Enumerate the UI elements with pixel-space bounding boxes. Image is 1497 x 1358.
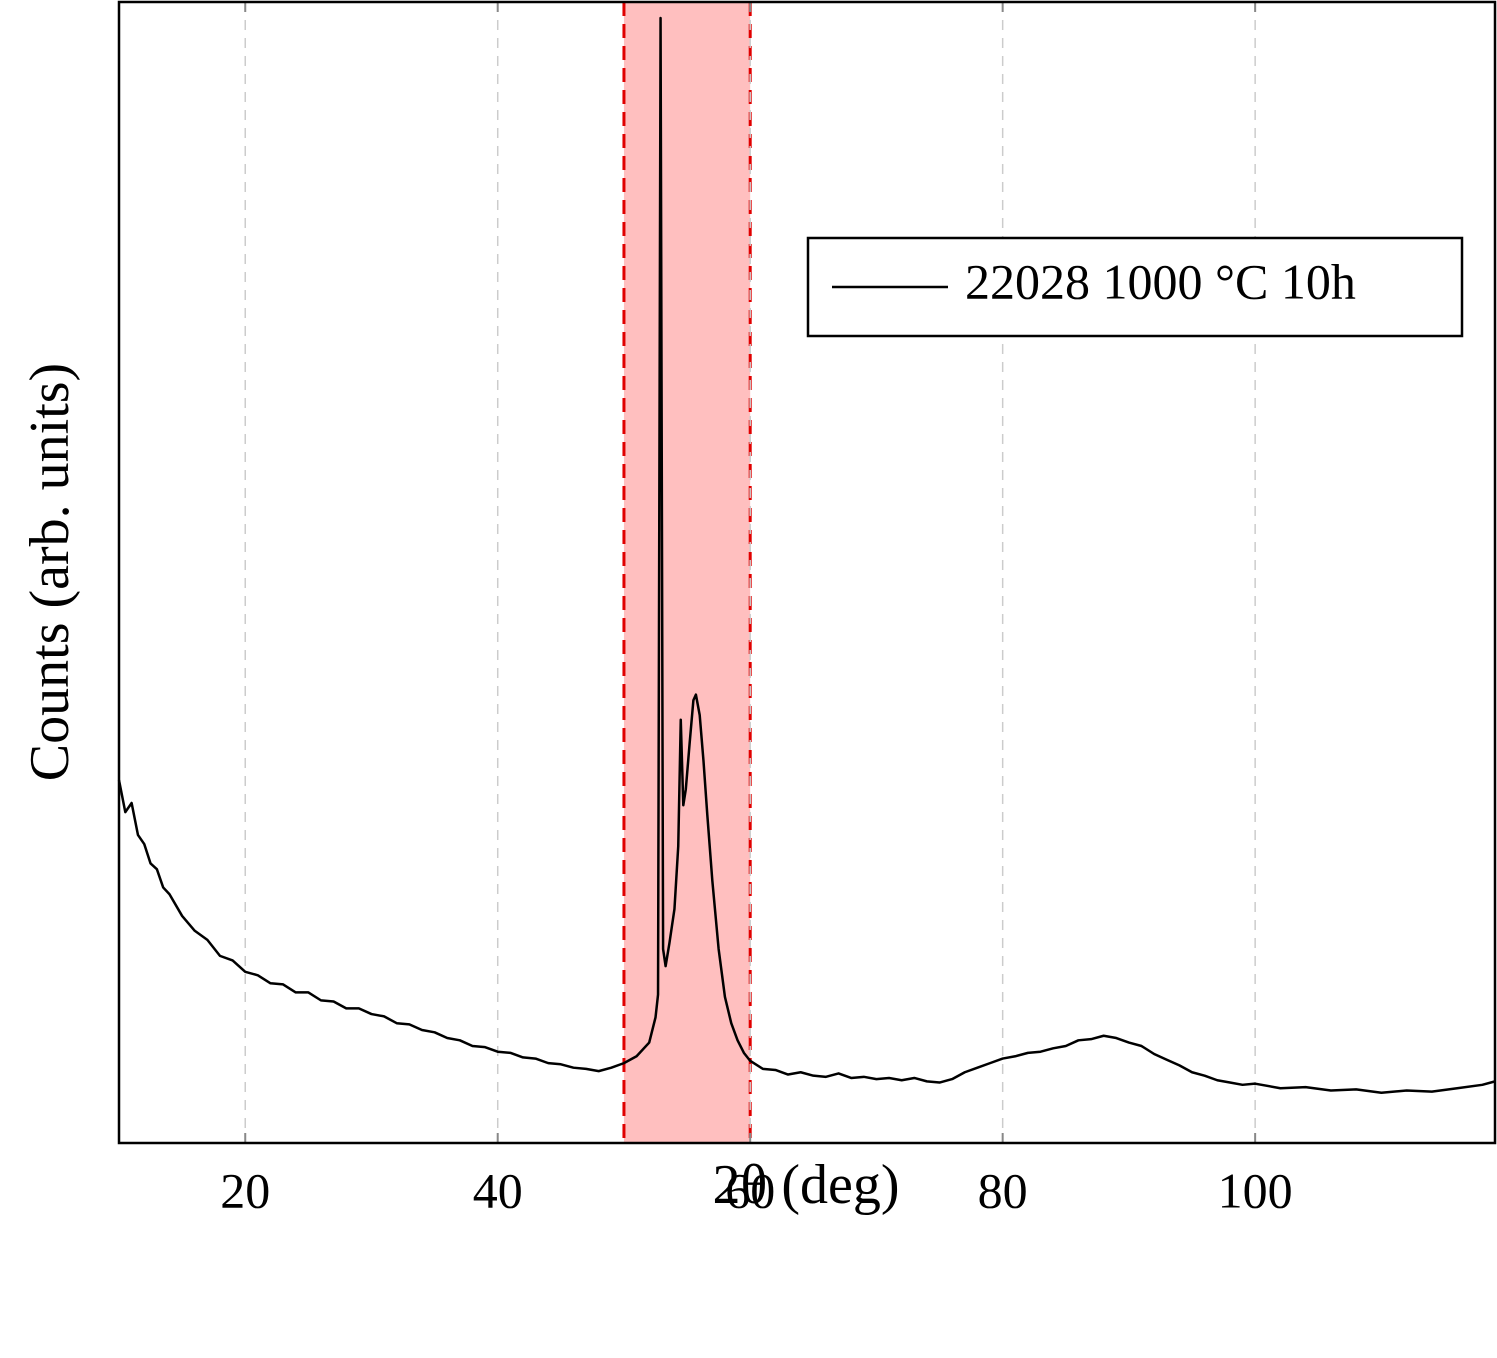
x-tick-label: 60 (725, 1162, 775, 1218)
legend: 22028 1000 °C 10h (806, 236, 1464, 338)
highlight-span (623, 2, 751, 1143)
legend-box (806, 236, 1464, 338)
x-tick-label: 20 (220, 1162, 270, 1218)
x-axis-label: 2θ (deg) (713, 1154, 900, 1216)
plot-frame (117, 0, 1497, 1145)
data-line (117, 16, 1496, 1095)
x-tick-label: 80 (978, 1162, 1028, 1218)
y-axis-label: Counts (arb. units) (19, 363, 81, 781)
legend-label: 22028 1000 °C 10h (965, 253, 1356, 309)
x-tick-label: 40 (473, 1162, 523, 1218)
x-tick-label: 100 (1218, 1162, 1293, 1218)
